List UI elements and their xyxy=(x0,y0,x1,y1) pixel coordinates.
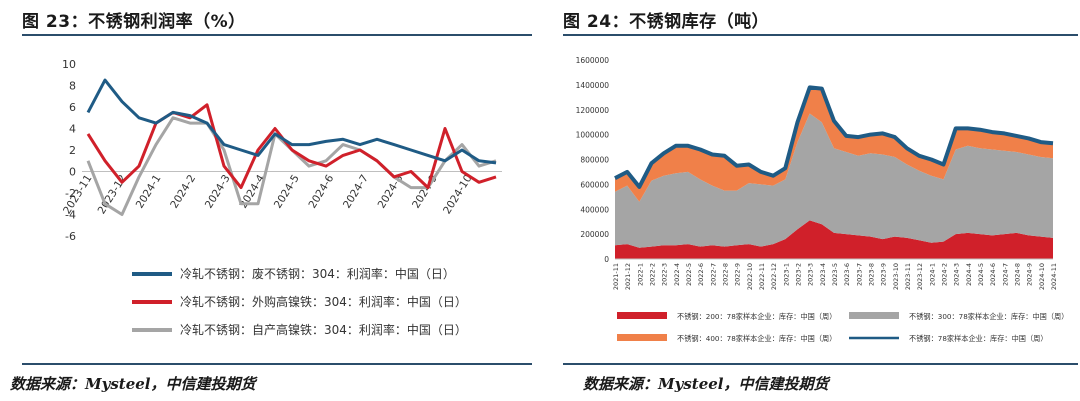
x-tick-label: 2022-1 xyxy=(636,263,644,286)
x-tick-label: 2024-8 xyxy=(1014,263,1022,286)
right-chart-title: 图 24：不锈钢库存（吨） xyxy=(563,12,770,32)
x-tick-label: 2024-3 xyxy=(953,263,961,286)
y-tick-label: 200000 xyxy=(580,230,609,239)
left-title-rule xyxy=(22,34,532,36)
x-tick-label: 2024-2 xyxy=(941,263,949,286)
left-data-source: 数据来源：Mysteel，中信建投期货 xyxy=(10,375,256,393)
legend-label: 不锈钢：300：78家样本企业：库存：中国（周） xyxy=(909,312,1068,321)
x-tick-label: 2024-6 xyxy=(989,263,997,286)
inventory-chart: 0 200000 400000 600000 800000 1000000 1200000 1… xyxy=(576,56,1069,343)
y-tick-label: -2 xyxy=(65,187,76,200)
y-tick-label: 1400000 xyxy=(576,81,610,90)
x-tick-label: 2024-6 xyxy=(306,172,336,210)
legend-label: 不锈钢：78家样本企业：库存：中国（周） xyxy=(909,334,1048,343)
y-tick-label: 600000 xyxy=(580,180,609,189)
y-tick-label: -4 xyxy=(65,209,76,222)
x-tick-label: 2022-10 xyxy=(746,263,754,290)
total-inventory-line xyxy=(614,85,1054,189)
x-tick-label: 2024-7 xyxy=(341,173,371,211)
x-tick-label: 2023-7 xyxy=(855,263,863,286)
left-panel: 图 23：不锈钢利润率（%） -6 -4 -2 0 2 4 6 8 10 2023-11 2023-… xyxy=(0,0,535,401)
x-tick-label: 2023-3 xyxy=(807,263,815,286)
y-tick-label: 1200000 xyxy=(576,106,610,115)
x-tick-label: 2024-2 xyxy=(168,173,198,211)
x-tick-label: 2024-11 xyxy=(1050,263,1058,290)
x-tick-label: 2022-7 xyxy=(709,263,717,286)
y-tick-label: 4 xyxy=(69,123,76,136)
x-tick-label: 2023-1 xyxy=(782,263,790,286)
x-tick-label: 2022-8 xyxy=(722,263,730,286)
right-title-rule xyxy=(563,34,1078,36)
x-tick-label: 2024-5 xyxy=(272,173,302,211)
x-tick-label: 2021-11 xyxy=(612,263,620,290)
y-tick-label: 800000 xyxy=(580,156,609,165)
right-bottom-rule xyxy=(563,363,1078,365)
x-tick-label: 2023-9 xyxy=(880,263,888,286)
legend-label: 冷轧不锈钢：外购高镍铁：304：利润率：中国（日） xyxy=(180,294,467,309)
x-tick-label: 2022-3 xyxy=(661,263,669,286)
x-tick-label: 2024-5 xyxy=(977,263,985,286)
y-tick-label: 6 xyxy=(69,101,76,114)
y-tick-label: 0 xyxy=(604,255,609,264)
legend-swatch xyxy=(849,312,899,319)
legend-swatch xyxy=(617,312,667,319)
y-tick-label: 0 xyxy=(69,166,76,179)
x-tick-label: 2022-5 xyxy=(685,263,693,286)
y-tick-label: 8 xyxy=(69,80,76,93)
y-tick-label: -6 xyxy=(65,230,76,243)
legend-swatch xyxy=(617,334,667,341)
x-tick-label: 2023-2 xyxy=(795,263,803,286)
x-tick-label: 2023-12 xyxy=(916,263,924,290)
x-tick-label: 2024-7 xyxy=(1001,263,1009,286)
legend-label: 冷轧不锈钢：自产高镍铁：304：利润率：中国（日） xyxy=(180,322,467,337)
y-tick-label: 10 xyxy=(62,58,76,71)
x-tick-label: 2024-9 xyxy=(1026,263,1034,286)
x-tick-label: 2022-12 xyxy=(770,263,778,290)
x-tick-label: 2024-3 xyxy=(203,173,233,211)
x-tick-label: 2023-4 xyxy=(819,263,827,286)
area-series-1 xyxy=(615,220,1053,259)
y-tick-label: 1600000 xyxy=(576,56,610,65)
x-tick-label: 2022-2 xyxy=(649,263,657,286)
x-tick-label: 2022-11 xyxy=(758,263,766,290)
legend-label: 冷轧不锈钢：废不锈钢：304：利润率：中国（日） xyxy=(180,266,455,281)
y-tick-label: 2 xyxy=(69,144,76,157)
x-tick-label: 2023-10 xyxy=(892,263,900,290)
area-series-2 xyxy=(615,113,1053,248)
x-tick-label: 2024-10 xyxy=(441,173,474,217)
x-tick-label: 2023-8 xyxy=(868,263,876,286)
x-tick-label: 2023-11 xyxy=(904,263,912,290)
x-tick-label: 2024-8 xyxy=(376,173,406,211)
x-tick-label: 2023-5 xyxy=(831,263,839,286)
x-tick-label: 2021-12 xyxy=(624,263,632,290)
x-tick-label: 2024-10 xyxy=(1038,263,1046,290)
x-tick-label: 2024-4 xyxy=(965,263,973,286)
x-tick-label: 2024-1 xyxy=(928,263,936,286)
legend-label: 不锈钢：400：78家样本企业：库存：中国（周） xyxy=(677,334,836,343)
legend-label: 不锈钢：200：78家样本企业：库存：中国（周） xyxy=(677,312,836,321)
left-bottom-rule xyxy=(22,363,532,365)
y-tick-label: 1000000 xyxy=(576,131,610,140)
x-tick-label: 2022-6 xyxy=(697,263,705,286)
x-tick-label: 2023-6 xyxy=(843,263,851,286)
right-panel: 图 24：不锈钢库存（吨） 0 200000 400000 600000 800000 1… xyxy=(555,0,1080,401)
right-data-source: 数据来源：Mysteel，中信建投期货 xyxy=(583,375,829,393)
x-tick-label: 2022-9 xyxy=(734,263,742,286)
y-tick-label: 400000 xyxy=(580,205,609,214)
left-chart-title: 图 23：不锈钢利润率（%） xyxy=(22,12,246,32)
x-tick-label: 2022-4 xyxy=(673,263,681,286)
area-series-3 xyxy=(615,87,1053,202)
series-line-1 xyxy=(86,78,497,165)
